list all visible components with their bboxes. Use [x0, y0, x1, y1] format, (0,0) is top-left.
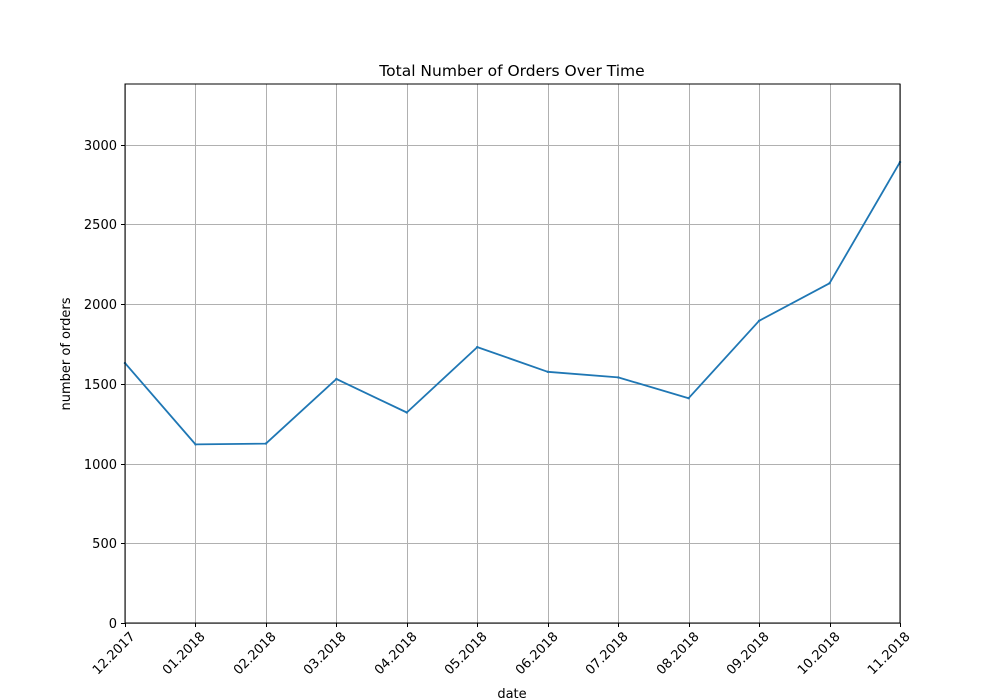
chart-title: Total Number of Orders Over Time	[378, 62, 644, 80]
y-tick-label: 0	[109, 617, 117, 632]
data-point	[828, 282, 831, 285]
data-point	[687, 397, 690, 400]
y-tick-label: 500	[92, 537, 117, 552]
y-tick-label: 2500	[84, 218, 117, 233]
y-axis: 0 500 1000 1500 2000 2500 3000	[84, 139, 125, 632]
y-axis-label: number of orders	[59, 297, 74, 410]
series-layer	[123, 160, 902, 446]
data-point	[264, 442, 268, 445]
data-point	[546, 370, 549, 373]
data-point	[194, 443, 197, 446]
plot-frame	[124, 83, 901, 624]
y-tick-label: 2000	[84, 298, 117, 313]
x-axis-label: date	[497, 687, 526, 700]
y-tick-label: 1000	[84, 458, 117, 473]
y-tick-label: 3000	[84, 139, 117, 154]
series-line	[123, 160, 902, 446]
data-point	[405, 411, 408, 414]
data-point	[757, 319, 761, 322]
data-point	[617, 376, 620, 379]
plot-area	[125, 84, 900, 623]
data-point	[476, 345, 479, 349]
data-point	[335, 377, 338, 381]
y-tick-label: 1500	[84, 378, 117, 393]
